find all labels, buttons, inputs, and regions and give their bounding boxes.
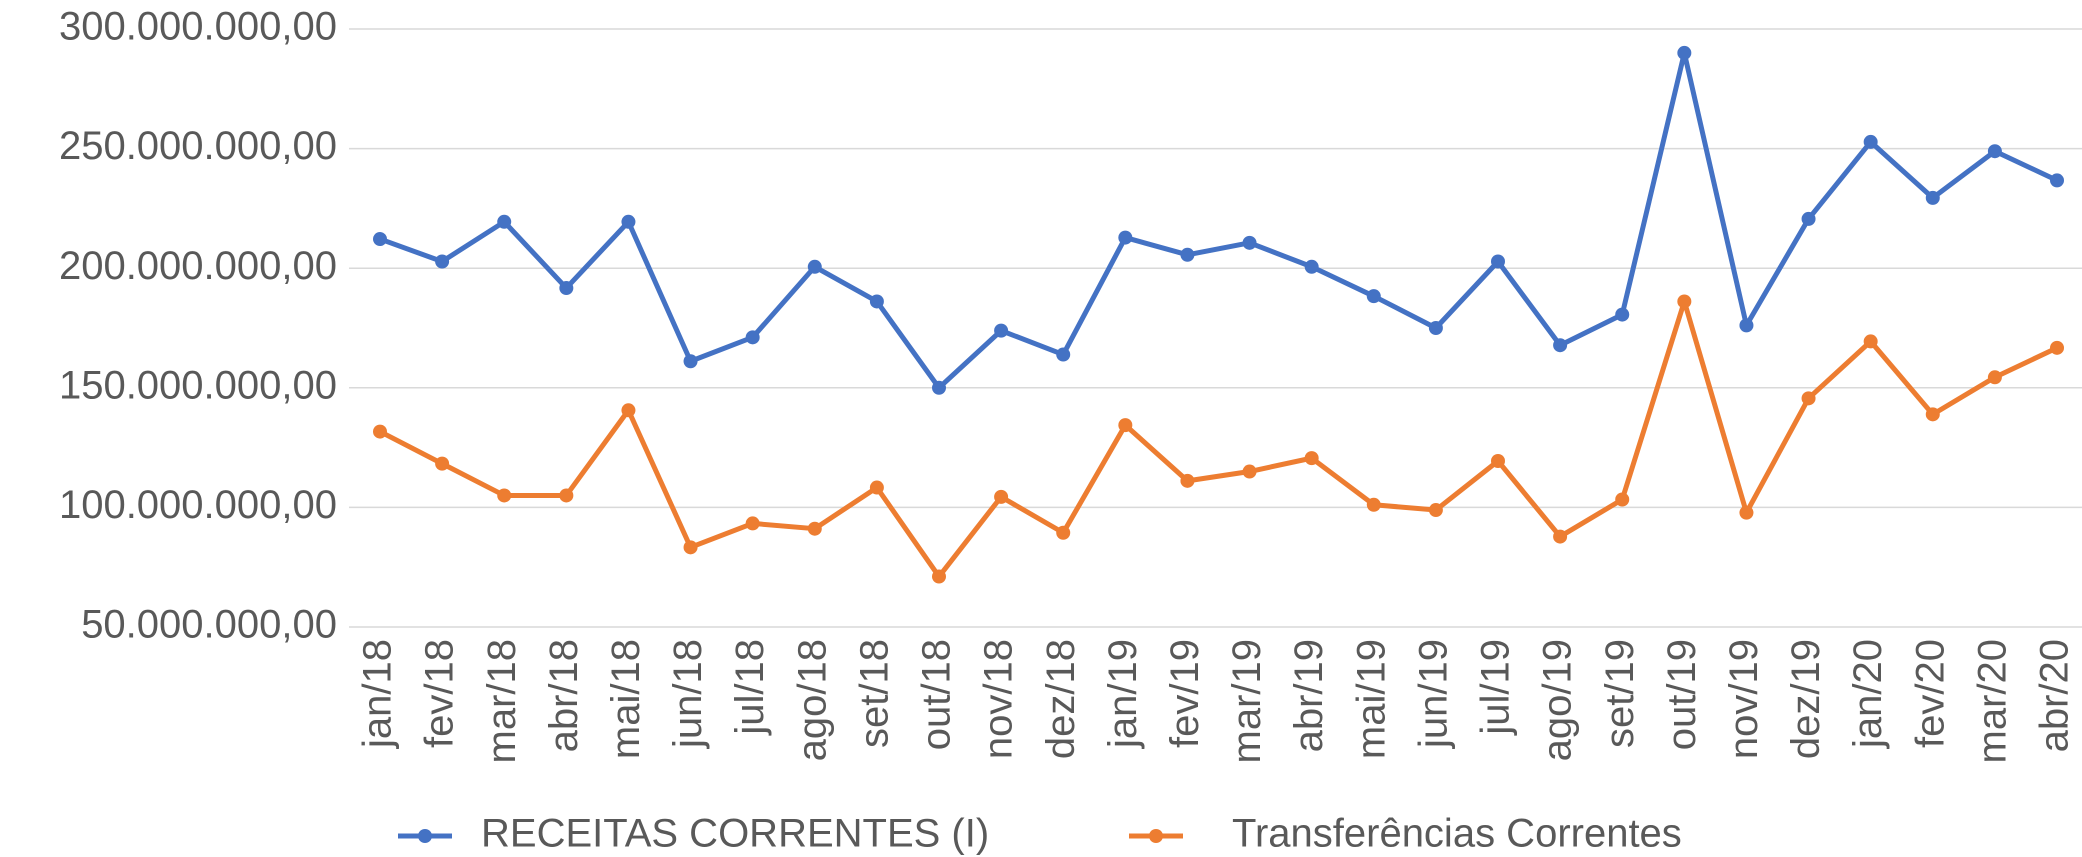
legend-marker [1149, 829, 1163, 843]
marker [497, 488, 512, 503]
x-tick-label: abr/20 [2033, 639, 2077, 752]
marker [683, 540, 698, 555]
marker [1491, 453, 1505, 468]
y-tick-label: 50.000.000,00 [81, 603, 337, 647]
marker [807, 259, 822, 274]
y-tick-label: 200.000.000,00 [59, 244, 337, 288]
x-tick-label: fev/19 [1163, 639, 1207, 748]
marker [932, 569, 946, 584]
x-tick-label: abr/18 [542, 639, 586, 752]
marker [1801, 211, 1816, 226]
x-tick-label: mai/18 [604, 639, 648, 759]
marker [1428, 321, 1443, 335]
marker [1491, 254, 1505, 269]
marker [994, 489, 1009, 504]
marker [373, 424, 387, 439]
y-tick-label: 100.000.000,00 [59, 483, 337, 527]
marker [1118, 418, 1133, 433]
marker [994, 323, 1009, 338]
x-tick-label: ago/18 [790, 639, 834, 761]
marker [1677, 294, 1692, 309]
marker [1056, 347, 1071, 362]
x-tick-label: ago/19 [1536, 639, 1580, 761]
marker [1925, 190, 1940, 205]
marker [2050, 173, 2064, 188]
marker [1366, 497, 1381, 512]
marker [1242, 235, 1257, 250]
marker [1304, 451, 1319, 466]
marker [1553, 529, 1568, 544]
marker [1739, 318, 1754, 333]
marker [1863, 134, 1878, 149]
marker [1553, 338, 1568, 353]
x-tick-label: mai/19 [1349, 639, 1393, 759]
legend-label: Transferências Correntes [1232, 812, 1682, 856]
x-tick-label: dez/18 [1039, 639, 1083, 759]
x-tick-label: jun/18 [666, 639, 710, 749]
marker [1056, 525, 1071, 540]
x-tick-label: nov/18 [977, 639, 1021, 759]
x-tick-label: jun/19 [1411, 639, 1455, 749]
marker [435, 456, 450, 471]
x-tick-label: set/19 [1598, 639, 1642, 748]
y-tick-label: 250.000.000,00 [59, 124, 337, 168]
x-tick-label: set/18 [852, 639, 896, 748]
x-tick-label: fev/18 [418, 639, 462, 748]
marker [1180, 473, 1195, 488]
marker [1615, 307, 1630, 322]
marker [745, 330, 760, 345]
marker [745, 516, 760, 531]
marker [621, 403, 636, 418]
marker [807, 521, 822, 536]
marker [497, 214, 512, 229]
marker [1863, 334, 1878, 349]
x-tick-label: jan/20 [1846, 639, 1890, 749]
marker [1987, 144, 2002, 159]
marker [683, 354, 698, 369]
marker [1739, 505, 1754, 520]
marker [869, 294, 884, 309]
marker [1677, 45, 1692, 60]
x-tick-label: jan/19 [1101, 639, 1145, 749]
legend-marker [418, 829, 432, 843]
series-line [379, 50, 2059, 391]
x-tick-label: mar/18 [480, 639, 524, 764]
marker [1304, 259, 1319, 274]
marker [1118, 230, 1133, 245]
series-line [378, 298, 2059, 580]
x-tick-label: dez/19 [1784, 639, 1828, 759]
x-tick-label: mar/19 [1225, 639, 1269, 764]
marker [1180, 247, 1195, 262]
x-tick-label: jul/18 [728, 639, 772, 736]
marker [435, 254, 450, 269]
x-tick-label: nov/19 [1722, 639, 1766, 759]
x-tick-label: mar/20 [1970, 639, 2014, 764]
marker [1242, 464, 1257, 479]
marker [559, 281, 574, 296]
x-tick-label: fev/20 [1908, 639, 1952, 748]
marker [1615, 492, 1630, 507]
marker [1801, 391, 1816, 406]
marker [1987, 370, 2002, 385]
marker [1925, 407, 1940, 422]
y-tick-label: 150.000.000,00 [59, 363, 337, 407]
marker [2050, 340, 2064, 355]
x-tick-label: out/18 [915, 639, 959, 750]
marker [932, 380, 946, 395]
marker [1366, 289, 1381, 304]
x-tick-label: out/19 [1660, 639, 1704, 750]
marker [621, 214, 636, 229]
marker [373, 232, 387, 247]
marker [1428, 503, 1443, 518]
x-tick-label: abr/19 [1287, 639, 1331, 752]
y-tick-label: 300.000.000,00 [59, 5, 337, 49]
x-tick-label: jul/19 [1474, 639, 1518, 736]
x-tick-label: jan/18 [356, 639, 400, 749]
marker [559, 488, 574, 503]
marker [869, 480, 884, 495]
legend-label: RECEITAS CORRENTES (I) [481, 812, 989, 856]
